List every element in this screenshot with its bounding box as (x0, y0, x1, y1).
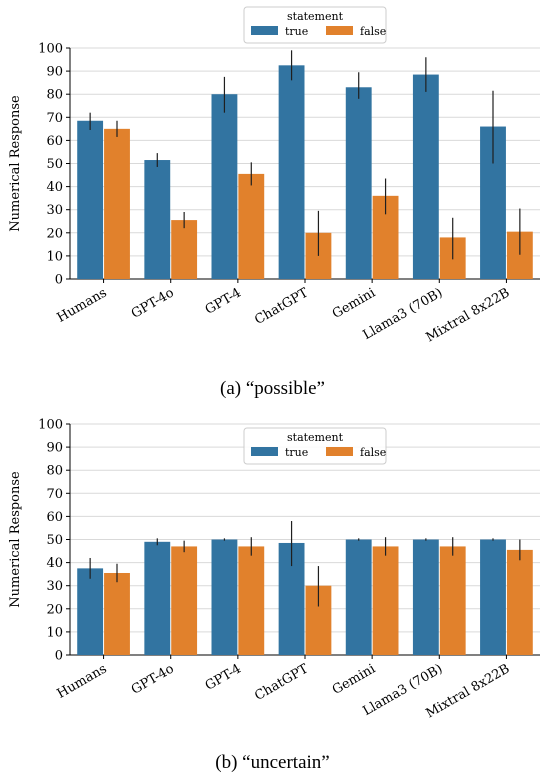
x-tick-label: GPT-4o (129, 661, 177, 697)
y-tick-label: 30 (46, 203, 63, 218)
y-tick-label: 10 (46, 249, 63, 264)
bar-true (77, 568, 104, 655)
bar-false (104, 128, 130, 279)
y-tick-label: 80 (46, 464, 63, 479)
bar-false (104, 572, 130, 655)
y-tick-label: 70 (46, 487, 63, 502)
y-tick-label: 20 (46, 226, 63, 241)
y-tick-label: 60 (46, 510, 63, 525)
y-tick-label: 0 (55, 273, 63, 288)
x-tick-label: Gemini (330, 285, 378, 322)
y-tick-label: 100 (38, 42, 63, 57)
bar-false (372, 546, 399, 655)
x-tick-label: Gemini (330, 661, 378, 698)
y-tick-label: 0 (55, 649, 63, 664)
x-tick-label: Humans (55, 285, 110, 325)
y-tick-label: 70 (46, 111, 63, 126)
x-tick-label: GPT-4 (203, 661, 244, 693)
y-axis-label: Numerical Response (8, 95, 23, 232)
legend-swatch-true (251, 26, 278, 35)
y-tick-label: 30 (46, 579, 63, 594)
legend-label-false: false (360, 25, 386, 38)
x-tick-label: Humans (55, 661, 110, 701)
y-tick-label: 100 (38, 418, 63, 433)
x-tick-label: ChatGPT (252, 285, 311, 328)
y-axis-label: Numerical Response (8, 471, 23, 608)
caption-possible: (a) “possible” (220, 378, 325, 399)
y-tick-label: 90 (46, 441, 63, 456)
y-tick-label: 80 (46, 88, 63, 103)
x-tick-label: GPT-4o (129, 285, 177, 321)
bar-true (480, 539, 506, 655)
y-tick-label: 90 (46, 65, 63, 80)
y-tick-label: 20 (46, 602, 63, 617)
y-tick-label: 50 (46, 533, 63, 548)
bar-true (412, 74, 439, 279)
legend: statement true false (243, 6, 387, 44)
legend-label-true: true (285, 446, 308, 459)
x-tick-label: ChatGPT (252, 661, 311, 704)
bar-false (171, 546, 198, 655)
bar-true (345, 539, 372, 655)
legend-swatch-true (251, 447, 278, 456)
bar-true (211, 539, 238, 655)
chart-panel-1: 0 10 20 30 40 50 60 70 80 90 100 Numerical Response… (8, 6, 540, 345)
bar-true (144, 541, 171, 655)
x-tick-label: GPT-4 (203, 285, 244, 317)
y-tick-label: 10 (46, 625, 63, 640)
bar-false (439, 546, 466, 655)
bar-true (211, 94, 238, 279)
legend-swatch-false (326, 447, 353, 456)
bar-true (77, 120, 104, 279)
legend-label-false: false (360, 446, 386, 459)
bar-true (412, 539, 439, 655)
y-tick-label: 60 (46, 134, 63, 149)
bar-true (345, 87, 372, 280)
legend-title: statement (287, 10, 344, 23)
legend-title: statement (287, 431, 344, 444)
legend-label-true: true (285, 25, 308, 38)
legend: statement true false (243, 427, 387, 465)
y-tick-label: 40 (46, 180, 63, 195)
bar-true (144, 160, 171, 279)
y-tick-label: 40 (46, 556, 63, 571)
bar-true (278, 65, 305, 279)
bar-false (238, 173, 265, 279)
chart-panel-2: 0 10 20 30 40 50 60 70 80 90 100 Numerical Response… (8, 418, 540, 721)
legend-swatch-false (326, 26, 353, 35)
caption-uncertain: (b) “uncertain” (215, 752, 330, 773)
bar-false (238, 546, 265, 655)
y-tick-label: 50 (46, 157, 63, 172)
bar-false (171, 220, 198, 279)
bar-false (506, 549, 533, 655)
